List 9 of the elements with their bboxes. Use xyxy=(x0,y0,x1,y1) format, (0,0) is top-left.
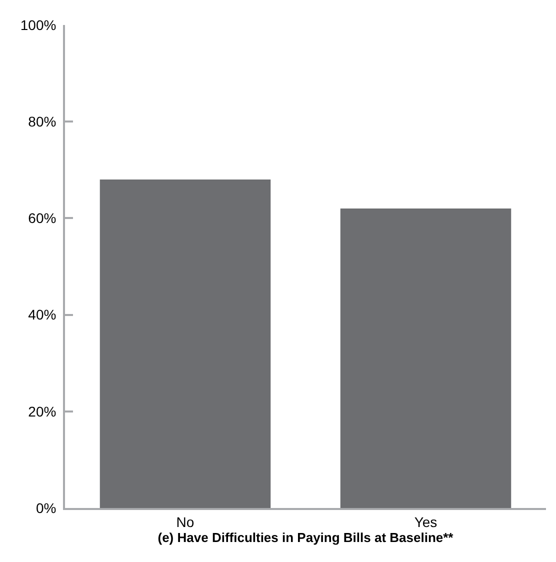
x-axis-title: (e) Have Difficulties in Paying Bills at Baseline** xyxy=(158,530,454,545)
x-tick-label: No xyxy=(176,514,194,530)
x-tick-label: Yes xyxy=(414,514,438,530)
y-tick-label: 20% xyxy=(28,403,56,420)
y-tick-label: 60% xyxy=(28,210,56,226)
y-tick-label: 0% xyxy=(36,500,56,516)
y-tick-label: 40% xyxy=(28,306,56,323)
y-tick-label: 100% xyxy=(20,16,56,33)
y-tick-label: 80% xyxy=(28,114,56,130)
